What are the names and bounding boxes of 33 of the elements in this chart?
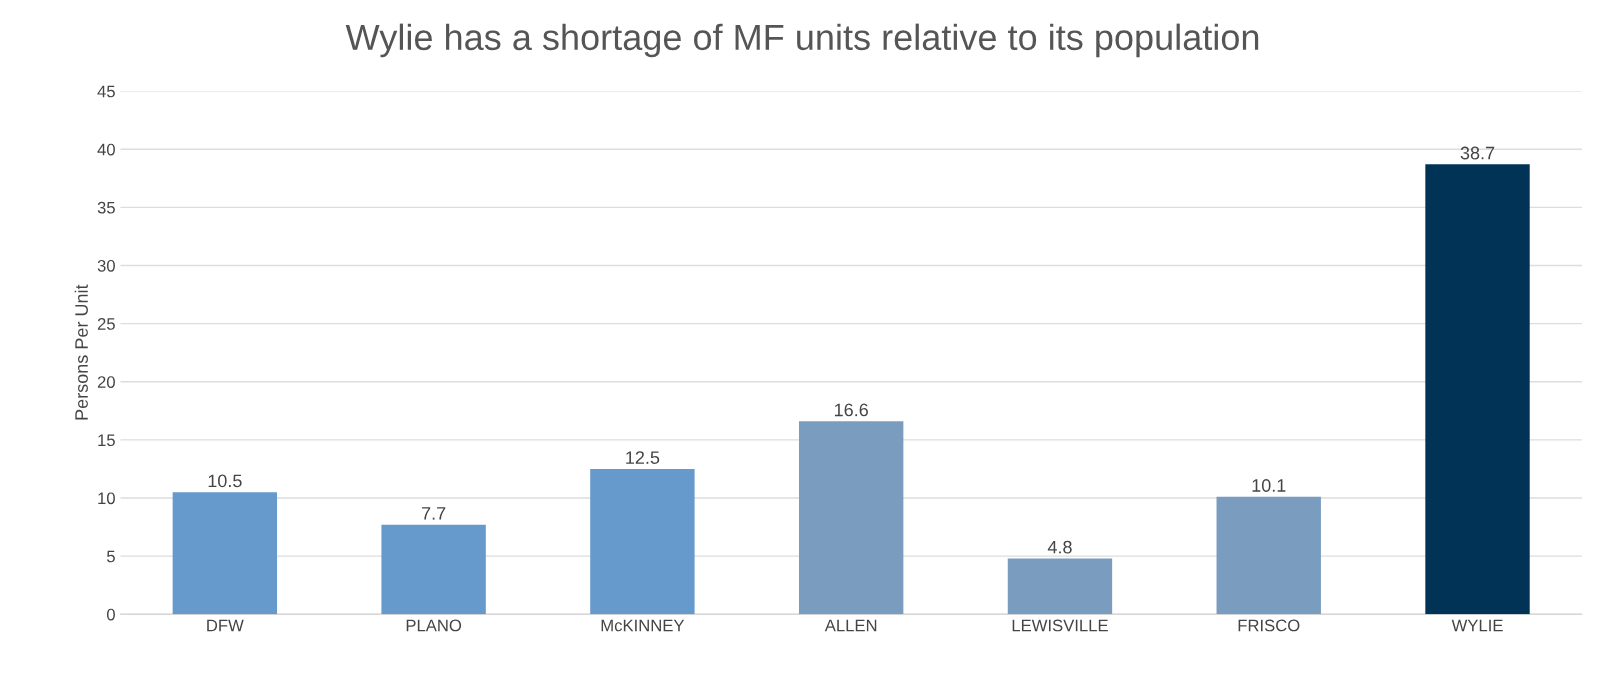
y-tick-label: 20 — [97, 376, 115, 388]
bar — [798, 421, 904, 615]
y-tick-label: 25 — [97, 318, 115, 330]
x-tick-label: WYLIE — [1451, 619, 1503, 632]
bar — [590, 468, 695, 615]
x-tick-label: FRISCO — [1238, 619, 1300, 632]
y-axis-title: Persons Per Unit — [74, 284, 88, 420]
data-label: 4.8 — [1047, 540, 1072, 554]
bar — [381, 524, 486, 615]
data-label: 7.7 — [422, 507, 446, 520]
y-tick-label: 35 — [97, 201, 115, 214]
y-tick-label: 40 — [97, 143, 115, 156]
bar — [1007, 558, 1113, 615]
bar — [172, 492, 278, 615]
chart-title: Wylie has a shortage of MF units relative to its population — [345, 23, 1259, 58]
y-tick-label: 30 — [97, 259, 115, 272]
bar — [1216, 496, 1321, 615]
data-label: 12.5 — [626, 451, 660, 464]
x-tick-label: DFW — [207, 619, 244, 632]
x-tick-label: PLANO — [406, 619, 462, 632]
y-tick-label: 10 — [98, 492, 115, 505]
data-label: 10.1 — [1252, 479, 1286, 492]
y-tick-label: 15 — [98, 434, 115, 447]
x-tick-label: LEWISVILLE — [1012, 619, 1108, 632]
y-tick-label: 45 — [97, 85, 115, 98]
y-tick-label: 0 — [106, 608, 115, 621]
x-tick-label: ALLEN — [824, 619, 877, 632]
data-label: 38.7 — [1460, 146, 1495, 160]
x-tick-label: McKINNEY — [601, 619, 685, 632]
data-label: 10.5 — [208, 474, 242, 488]
data-label: 16.6 — [834, 403, 868, 417]
y-tick-label: 5 — [106, 550, 115, 563]
bar — [1425, 164, 1530, 615]
